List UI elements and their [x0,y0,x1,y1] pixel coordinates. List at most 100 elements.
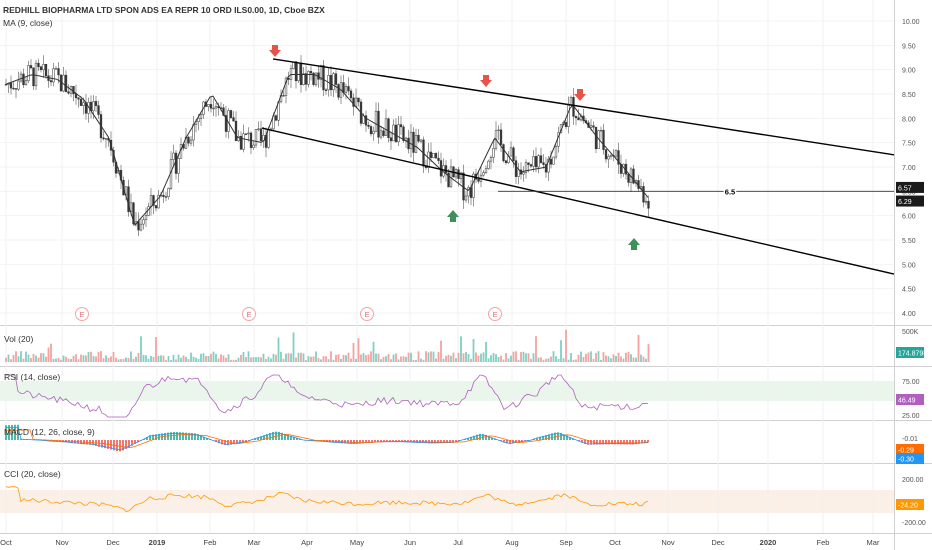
volume-bar [227,354,230,362]
volume-bar [307,356,310,362]
rsi-badge-bg [896,394,924,405]
volume-bar [325,356,327,362]
volume-bar [65,356,67,362]
volume-bar [182,355,185,362]
volume-bar [620,356,622,362]
volume-bar [375,353,377,362]
volume-bar [220,354,222,362]
macd-bar [233,440,235,445]
candle-body [139,223,143,231]
volume-bar [292,332,295,362]
candle-body [162,194,165,197]
candle-body [399,124,403,128]
earnings-marker [242,307,256,321]
candle-body [547,158,550,173]
candle-body [439,160,443,177]
volume-bar [7,354,10,362]
upper-channel-line [272,58,895,156]
volume-badge-bg [896,347,924,358]
candle-body [354,97,358,107]
macd-bar [383,440,385,443]
volume-bar [597,351,600,362]
candle-body [232,117,235,122]
volume-bar [512,351,515,362]
volume-bar [315,351,317,362]
macd-bar [50,440,52,442]
candle-body [49,80,53,83]
macd-bar [284,433,286,440]
volume-bar [190,352,192,362]
candle-body [379,130,383,138]
candle-body [397,124,400,143]
volume-bar [245,357,247,362]
candle-body [464,195,468,201]
volume-bar [37,357,40,362]
volume-bar [477,355,480,362]
volume-bar [372,341,375,362]
x-tick-label: Sep [559,538,572,547]
volume-bar [527,353,530,362]
volume-bar [322,356,325,362]
volume-bar [467,354,470,362]
candle-body [499,129,503,145]
candle-body [207,104,210,107]
volume-bar [52,358,55,362]
candle-body [302,73,305,85]
volume-bar [587,352,590,362]
y-tick-label: 5.00 [902,262,916,269]
volume-bar [67,358,70,362]
candle-body [32,67,35,87]
x-tick-label: Nov [661,538,675,547]
candle-body [247,132,250,135]
volume-bar [60,359,62,362]
x-tick-label: Nov [55,538,69,547]
macd-bar [569,437,571,440]
volume-bar [30,357,32,362]
macd-bar [182,432,184,440]
volume-bar [105,355,107,362]
candle-body [29,65,33,69]
macd-bar [515,440,517,443]
volume-bar [490,355,492,362]
volume-bar [452,352,455,362]
candle-body [647,200,650,209]
candle-body [369,126,373,135]
macd-bar [287,434,289,440]
volume-bar [437,352,440,362]
macd-bar [560,432,562,440]
candle-body [199,114,203,119]
cci-tick-label: -200.00 [902,520,926,527]
macd-bar [122,440,124,451]
macd-bar [197,434,199,440]
candle-body [334,73,338,85]
candle-body [309,71,313,74]
candle-body [394,124,398,143]
volume-bar [317,358,320,362]
x-tick-label: Dec [106,538,120,547]
macd-bar [386,440,388,443]
macd-bar [290,435,292,440]
volume-bar [530,358,532,362]
candle-body [224,115,228,132]
candle-body [282,95,285,97]
macd-bar [257,437,259,440]
macd-bar [614,440,616,445]
macd-bar [638,440,640,444]
candle-body [432,153,435,159]
volume-bar [347,352,350,362]
candle-body [64,74,68,93]
candle-body [152,195,155,206]
macd-bar [389,440,391,443]
macd-bar [293,436,295,440]
macd-bar [221,440,223,445]
volume-bar [20,351,22,362]
macd-bar [620,440,622,445]
volume-bar [600,359,602,362]
earnings-marker [360,307,374,321]
volume-bar [410,352,412,362]
volume-bar [277,337,280,362]
volume-bar [142,354,145,362]
ma-line [5,74,649,226]
